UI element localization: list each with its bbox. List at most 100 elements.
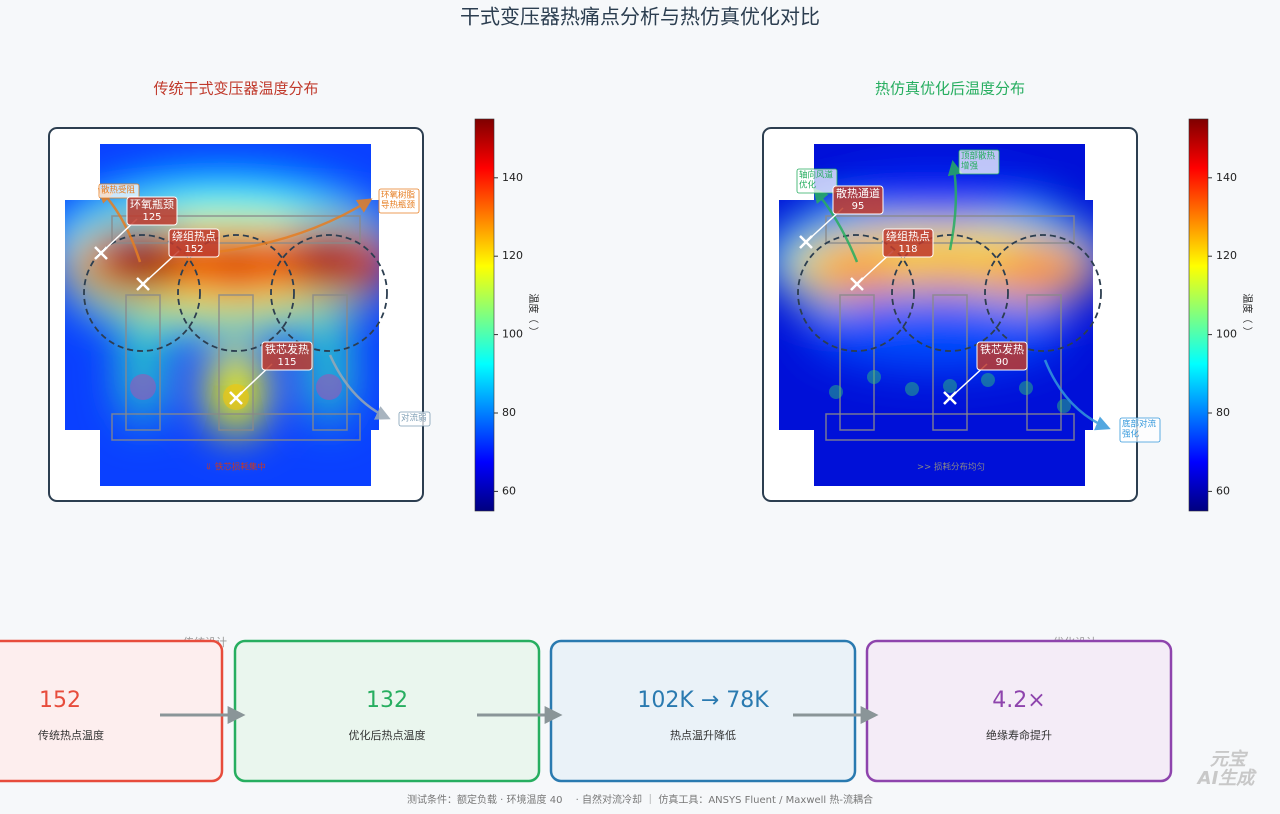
watermark: 元宝 <box>1210 749 1249 770</box>
hotspot-label: 铁芯发热 <box>265 342 309 356</box>
page-title: 干式变压器热痛点分析与热仿真优化对比 <box>460 5 820 29</box>
colorbar-label: 温度（ ） <box>1241 293 1254 336</box>
flow-arrow <box>328 354 391 420</box>
panel-title: 传统干式变压器温度分布 <box>153 80 318 98</box>
core-leg <box>125 294 161 431</box>
colorbar-tick-label: 120 <box>1216 249 1237 262</box>
colorbar-tick-label: 60 <box>1216 484 1230 497</box>
loss-dot <box>1057 399 1071 413</box>
heat-blob <box>123 315 163 425</box>
loss-dot <box>829 385 843 399</box>
note-text: 增强 <box>961 161 979 172</box>
kpi-label: 绝缘寿命提升 <box>986 728 1052 742</box>
colorbar-tick-label: 100 <box>502 328 523 341</box>
colorbar <box>474 118 495 512</box>
core-leg <box>839 294 875 431</box>
note-text: 顶部散热 <box>961 151 996 162</box>
watermark: AI生成 <box>1196 768 1258 789</box>
note-text: >> 损耗分布均匀 <box>917 462 985 473</box>
yoke-bottom <box>111 413 361 441</box>
winding <box>177 234 295 352</box>
note-box <box>378 188 420 214</box>
winding <box>891 234 1009 352</box>
hotspot-value: 152 <box>184 244 203 255</box>
note-box <box>1119 417 1161 443</box>
kpi-label: 优化后热点温度 <box>349 728 426 742</box>
colorbar-tick-label: 120 <box>502 249 523 262</box>
note-box <box>958 149 1000 175</box>
kpi-value: 4.2× <box>992 688 1045 713</box>
loss-dot <box>316 374 342 400</box>
hotspot-box <box>261 341 313 371</box>
core-leg <box>218 294 254 431</box>
note-text: 底部对流 <box>1122 419 1157 430</box>
winding <box>270 234 388 352</box>
hotspot-value: 95 <box>852 201 865 212</box>
note-text: 强化 <box>1122 429 1140 440</box>
note-text: ⇓ 铁芯损耗集中 <box>205 462 266 473</box>
hotspot-label: 散热通道 <box>836 186 880 200</box>
flow-arrow <box>1043 359 1111 431</box>
flow-arrow <box>947 160 963 251</box>
kpi-value: 102K → 78K <box>637 688 769 713</box>
hotspot-box <box>126 196 178 226</box>
hotspot-marker <box>799 235 813 249</box>
note-text: 轴向风道 <box>799 170 834 181</box>
yoke-bottom <box>825 413 1075 441</box>
kpi-value: 132 <box>366 688 408 713</box>
yoke-top <box>825 215 1075 244</box>
winding <box>984 234 1102 352</box>
colorbar-tick-label: 100 <box>1216 328 1237 341</box>
yoke-top <box>111 215 361 244</box>
hotspot-box <box>832 185 884 215</box>
note-text: 导热瓶颈 <box>381 200 416 211</box>
note-box <box>98 183 140 199</box>
hotspot-value: 125 <box>142 212 161 223</box>
kpi-card <box>0 639 224 783</box>
winding <box>83 234 201 352</box>
kpi-label: 传统热点温度 <box>38 728 104 742</box>
colorbar-tick-label: 80 <box>1216 406 1230 419</box>
heat-blob <box>309 315 349 425</box>
hotspot-box <box>882 228 934 258</box>
note-text: 环氧树脂 <box>381 190 416 201</box>
colorbar-tick-label: 140 <box>502 171 523 184</box>
panel-title: 热仿真优化后温度分布 <box>875 80 1025 98</box>
hotspot-box <box>976 341 1028 371</box>
kpi-label: 热点温升降低 <box>670 728 736 742</box>
loss-dot <box>1019 381 1033 395</box>
hotspot-marker <box>94 246 108 260</box>
loss-dot <box>130 374 156 400</box>
colorbar-label: 温度（ ） <box>527 293 540 336</box>
loss-dot <box>867 370 881 384</box>
colorbar-tick-label: 80 <box>502 406 516 419</box>
core-leg <box>932 294 968 431</box>
note-text: 散热受阻 <box>101 185 136 196</box>
footer: 测试条件：额定负载 · 环境温度 40 · 自然对流冷却 ｜ 仿真工具：ANSY… <box>407 793 873 806</box>
hotspot-label: 绕组热点 <box>886 229 930 243</box>
loss-dot <box>981 373 995 387</box>
kpi-value: 152 <box>39 688 81 713</box>
hotspot-label: 绕组热点 <box>172 229 216 243</box>
note-box <box>398 411 431 427</box>
note-text: 优化 <box>799 180 817 191</box>
note-box <box>796 168 838 194</box>
hotspot-label: 铁芯发热 <box>980 342 1024 356</box>
hotspot-value: 90 <box>996 357 1009 368</box>
hotspot-marker <box>943 391 957 405</box>
colorbar-tick-label: 140 <box>1216 171 1237 184</box>
hotspot-box <box>168 228 220 258</box>
hotspot-marker <box>850 277 864 291</box>
loss-dot <box>905 382 919 396</box>
flow-arrow <box>813 187 859 263</box>
colorbar <box>1188 118 1209 512</box>
hotspot-value: 115 <box>277 357 296 368</box>
winding <box>797 234 915 352</box>
colorbar-tick-label: 60 <box>502 484 516 497</box>
note-text: 对流弱 <box>401 413 427 424</box>
hotspot-label: 环氧瓶颈 <box>130 197 174 211</box>
heat-blob <box>988 238 1093 298</box>
hotspot-marker <box>229 391 243 405</box>
hotspot-value: 118 <box>898 244 917 255</box>
